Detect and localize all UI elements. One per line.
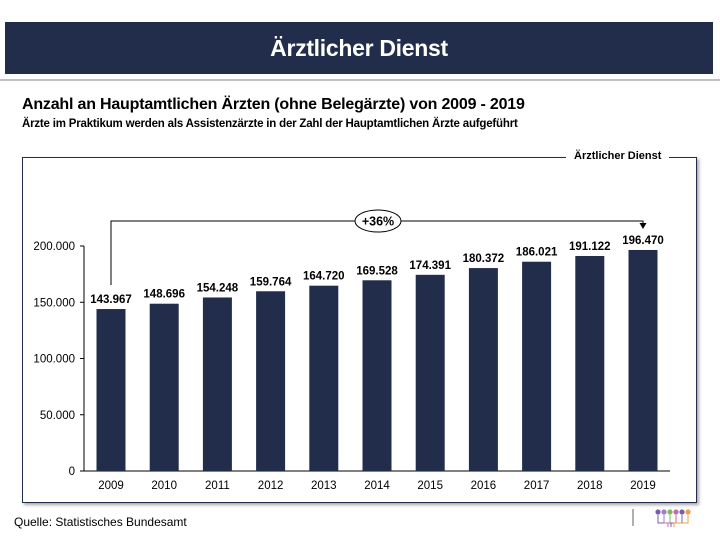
y-tick-label: 200.000: [33, 241, 75, 253]
data-label: 191.122: [569, 241, 611, 253]
data-label: 174.391: [409, 260, 451, 272]
data-label: 148.696: [143, 289, 185, 301]
logo-dot: [685, 509, 691, 515]
data-label: 154.248: [197, 282, 239, 294]
bar-2010: [149, 303, 179, 471]
growth-badge: [354, 209, 402, 233]
network-logo-icon: [655, 509, 691, 527]
data-label: 196.470: [622, 235, 664, 247]
logo-connector: [657, 515, 669, 527]
bar-2016: [468, 268, 498, 471]
data-label: 143.967: [90, 294, 132, 306]
x-tick-label: 2010: [151, 480, 177, 492]
bar-2013: [309, 285, 339, 471]
y-tick-label: 0: [69, 466, 75, 478]
logo-divider: [632, 509, 634, 526]
y-tick-label: 150.000: [33, 297, 75, 309]
bar-2009: [96, 309, 126, 471]
x-tick-label: 2014: [364, 480, 390, 492]
y-tick-label: 50.000: [40, 410, 75, 422]
y-tick-label: 100.000: [33, 354, 75, 366]
header-title: Ärztlicher Dienst: [270, 34, 448, 61]
logo-dot: [661, 509, 667, 515]
bar-2017: [522, 261, 552, 471]
x-tick-label: 2018: [577, 480, 603, 492]
data-label: 164.720: [303, 271, 345, 283]
bar-2019: [628, 249, 658, 471]
x-tick-label: 2011: [205, 480, 230, 492]
bar-2014: [362, 280, 392, 471]
x-tick-label: 2012: [258, 480, 284, 492]
logo-dot: [667, 509, 673, 515]
growth-label: +36%: [362, 215, 394, 229]
x-tick-label: 2009: [98, 480, 124, 492]
logo-dot: [655, 509, 661, 515]
bar-2011: [202, 297, 232, 471]
data-label: 159.764: [250, 276, 292, 288]
bar-2018: [575, 255, 605, 471]
x-tick-label: 2016: [471, 480, 497, 492]
logo-dot: [679, 509, 685, 515]
chart-frame-label: Ärztlicher Dienst: [566, 150, 670, 162]
source-note: Quelle: Statistisches Bundesamt: [14, 515, 187, 529]
data-label: 180.372: [463, 253, 505, 265]
data-label: 186.021: [516, 247, 558, 259]
header-band: Ärztlicher Dienst: [5, 22, 713, 74]
logo-connector: [667, 515, 677, 527]
data-label: 169.528: [356, 265, 398, 277]
chart-title: Anzahl an Hauptamtlichen Ärzten (ohne Be…: [22, 96, 525, 113]
separator-line: [0, 79, 720, 81]
x-tick-label: 2019: [630, 480, 656, 492]
x-tick-label: 2017: [524, 480, 550, 492]
x-tick-label: 2013: [311, 480, 337, 492]
chart-subtitle: Ärzte im Praktikum werden als Assistenzä…: [22, 118, 518, 130]
arrow-down-icon: [639, 222, 647, 229]
bar-2015: [415, 274, 445, 471]
logo-connector: [673, 515, 689, 527]
bar-2012: [256, 291, 286, 471]
x-tick-label: 2015: [417, 480, 443, 492]
logo-dot: [673, 509, 679, 515]
